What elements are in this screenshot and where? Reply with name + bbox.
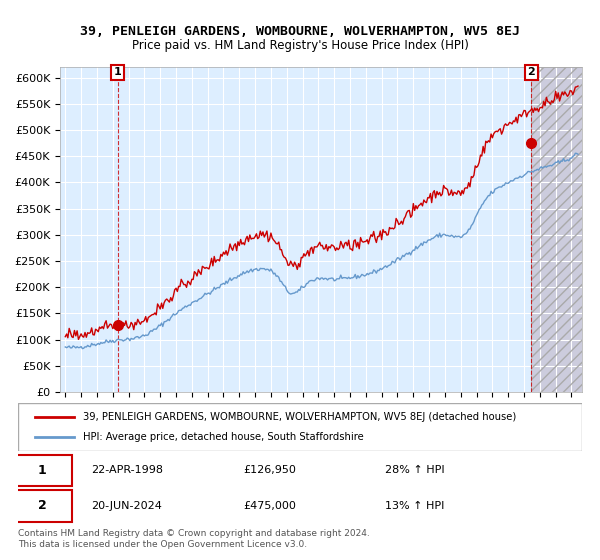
Text: HPI: Average price, detached house, South Staffordshire: HPI: Average price, detached house, Sout… [83, 432, 364, 442]
FancyBboxPatch shape [13, 490, 71, 522]
Text: 1: 1 [38, 464, 47, 477]
FancyBboxPatch shape [18, 403, 582, 451]
Bar [530, 67, 582, 392]
Text: Contains HM Land Registry data © Crown copyright and database right 2024.
This d: Contains HM Land Registry data © Crown c… [18, 529, 370, 549]
Bar [530, 67, 582, 392]
Text: 2: 2 [38, 500, 47, 512]
Text: Price paid vs. HM Land Registry's House Price Index (HPI): Price paid vs. HM Land Registry's House … [131, 39, 469, 52]
Text: £126,950: £126,950 [244, 465, 296, 475]
Text: 28% ↑ HPI: 28% ↑ HPI [385, 465, 444, 475]
Text: 13% ↑ HPI: 13% ↑ HPI [385, 501, 444, 511]
Text: £475,000: £475,000 [244, 501, 296, 511]
Text: 22-APR-1998: 22-APR-1998 [91, 465, 163, 475]
Text: 20-JUN-2024: 20-JUN-2024 [91, 501, 162, 511]
Text: 1: 1 [113, 67, 121, 77]
Text: 2: 2 [527, 67, 535, 77]
Text: 39, PENLEIGH GARDENS, WOMBOURNE, WOLVERHAMPTON, WV5 8EJ (detached house): 39, PENLEIGH GARDENS, WOMBOURNE, WOLVERH… [83, 412, 516, 422]
FancyBboxPatch shape [13, 455, 71, 486]
Text: 39, PENLEIGH GARDENS, WOMBOURNE, WOLVERHAMPTON, WV5 8EJ: 39, PENLEIGH GARDENS, WOMBOURNE, WOLVERH… [80, 25, 520, 38]
